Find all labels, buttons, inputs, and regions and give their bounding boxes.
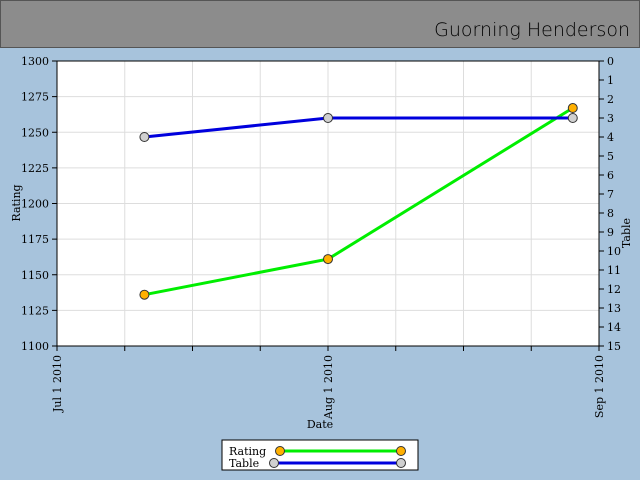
y-tick-label: 1175	[21, 233, 49, 246]
legend-marker	[396, 458, 406, 468]
y-tick-label: 1225	[21, 162, 49, 175]
point	[139, 132, 150, 142]
y2-tick-label: 15	[607, 340, 621, 353]
x-tick-label: Aug 1 2010	[322, 355, 335, 420]
y2-tick-label: 8	[607, 207, 614, 220]
point	[323, 113, 333, 123]
legend-marker	[275, 446, 285, 456]
y-tick-label: 1250	[21, 126, 49, 139]
point	[567, 103, 578, 114]
header-bar	[0, 0, 640, 48]
x-tick-label: Jul 1 2010	[51, 355, 64, 413]
legend	[221, 439, 419, 471]
header-title: Guorning Henderson	[434, 19, 630, 41]
y-tick-label: 1150	[21, 269, 49, 282]
y2-tick-label: 9	[607, 226, 614, 239]
point	[567, 113, 578, 123]
legend-label: Rating	[229, 445, 266, 458]
y-tick-label: 1300	[21, 55, 49, 68]
x-axis-title: Date	[307, 418, 333, 431]
y2-tick-label: 0	[607, 55, 614, 68]
y2-tick-label: 1	[607, 74, 614, 87]
y2-tick-label: 10	[607, 245, 621, 258]
y-tick-label: 1275	[21, 91, 49, 104]
y2-tick-label: 12	[607, 283, 621, 296]
y2-tick-label: 2	[607, 93, 614, 106]
y-tick-label: 1100	[21, 340, 49, 353]
y2-tick-label: 4	[607, 131, 614, 144]
y2-axis-title: Table	[620, 218, 633, 248]
y2-tick-label: 14	[607, 321, 621, 334]
y2-tick-label: 7	[607, 188, 614, 201]
y2-tick-label: 13	[607, 302, 621, 315]
y2-tick-label: 3	[607, 112, 614, 125]
legend-label: Table	[229, 457, 259, 470]
point	[323, 254, 333, 265]
point	[139, 289, 150, 300]
y2-tick-label: 6	[607, 169, 614, 182]
legend-marker	[269, 458, 279, 468]
y-axis-title: Rating	[10, 184, 23, 221]
y-tick-label: 1200	[21, 198, 49, 211]
legend-marker	[396, 446, 406, 456]
x-tick-label: Sep 1 2010	[593, 355, 606, 418]
y2-tick-label: 5	[607, 150, 614, 163]
y-tick-label: 1125	[21, 304, 49, 317]
y2-tick-label: 11	[607, 264, 621, 277]
